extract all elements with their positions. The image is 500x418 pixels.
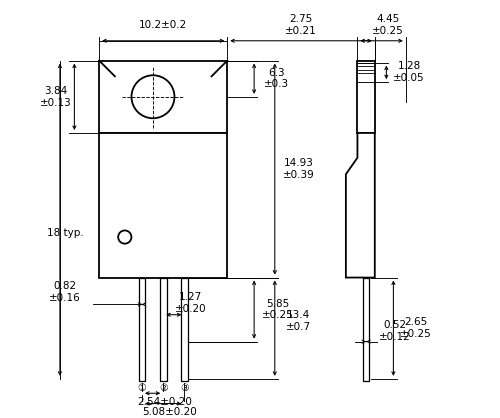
Text: ①: ① <box>138 383 146 393</box>
Text: 2.75
±0.21: 2.75 ±0.21 <box>285 14 317 36</box>
Text: 10.2±0.2: 10.2±0.2 <box>139 20 188 30</box>
Text: ③: ③ <box>180 383 188 393</box>
Text: 5.08±0.20: 5.08±0.20 <box>142 407 197 417</box>
Text: 2.65
±0.25: 2.65 ±0.25 <box>400 317 432 339</box>
Bar <box>139 278 145 381</box>
Bar <box>358 61 375 133</box>
Text: 3.84
±0.13: 3.84 ±0.13 <box>40 86 72 107</box>
Text: 14.93
±0.39: 14.93 ±0.39 <box>283 158 314 180</box>
Bar <box>99 133 228 278</box>
Polygon shape <box>346 133 375 278</box>
Text: 6.3
±0.3: 6.3 ±0.3 <box>264 68 289 89</box>
Text: 1.27
±0.20: 1.27 ±0.20 <box>174 292 206 314</box>
Text: 18 typ.: 18 typ. <box>46 228 84 238</box>
Text: 0.52
±0.12: 0.52 ±0.12 <box>379 321 410 342</box>
Text: 2.54±0.20: 2.54±0.20 <box>138 397 192 407</box>
Bar <box>363 278 369 381</box>
Text: 4.45
±0.25: 4.45 ±0.25 <box>372 14 404 36</box>
Text: 13.4
±0.7: 13.4 ±0.7 <box>286 310 312 332</box>
Bar <box>160 278 166 381</box>
Text: 5.85
±0.25: 5.85 ±0.25 <box>262 299 294 320</box>
Text: ②: ② <box>159 383 168 393</box>
Bar <box>99 61 228 133</box>
Bar <box>181 278 188 381</box>
Text: 0.82
±0.16: 0.82 ±0.16 <box>49 281 81 303</box>
Text: 1.28
±0.05: 1.28 ±0.05 <box>394 61 425 83</box>
